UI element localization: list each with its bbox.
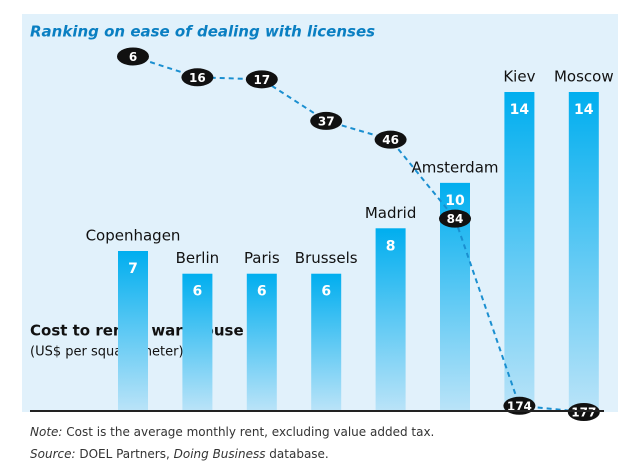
source-text: database. bbox=[265, 447, 329, 461]
category-label: Moscow bbox=[554, 68, 614, 86]
ranking-label: 16 bbox=[189, 71, 206, 85]
ranking-label: 84 bbox=[447, 212, 464, 226]
ranking-marker bbox=[310, 111, 343, 130]
note-label: Note: bbox=[30, 425, 63, 439]
ranking-label: 177 bbox=[571, 406, 596, 420]
bar bbox=[504, 92, 535, 410]
category-label: Brussels bbox=[295, 249, 358, 267]
bar bbox=[182, 273, 213, 410]
bar-value-label: 8 bbox=[386, 238, 396, 254]
ranking-marker bbox=[374, 130, 407, 149]
bar-value-label: 10 bbox=[445, 193, 465, 209]
source-text: DOEL Partners, bbox=[75, 447, 174, 461]
ranking-label: 17 bbox=[253, 73, 270, 87]
bar bbox=[311, 273, 342, 410]
ranking-line bbox=[132, 55, 584, 413]
bar-series-unit: (US$ per square meter) bbox=[30, 345, 184, 360]
ranking-label: 37 bbox=[318, 114, 335, 128]
ranking-marker bbox=[117, 47, 149, 66]
bar bbox=[568, 92, 599, 410]
source-text: Doing Business bbox=[173, 447, 266, 461]
ranking-marker bbox=[439, 209, 471, 228]
category-label: Copenhagen bbox=[86, 227, 181, 245]
ranking-marker bbox=[245, 70, 278, 89]
bar-value-label: 14 bbox=[574, 102, 594, 118]
bar bbox=[375, 228, 406, 410]
note-text: Cost is the average monthly rent, exclud… bbox=[62, 425, 435, 439]
chart-title: Ranking on ease of dealing with licenses bbox=[30, 23, 375, 41]
source: Source: DOEL Partners, Doing Business da… bbox=[30, 447, 329, 461]
ranking-marker bbox=[181, 68, 214, 87]
bar-value-label: 14 bbox=[510, 102, 530, 118]
category-label: Paris bbox=[244, 249, 280, 267]
bar-value-label: 6 bbox=[321, 284, 331, 300]
category-label: Amsterdam bbox=[411, 158, 498, 176]
bar bbox=[118, 251, 148, 410]
category-label: Berlin bbox=[176, 249, 220, 267]
source-label: Source: bbox=[30, 447, 76, 461]
ranking-label: 46 bbox=[382, 133, 399, 147]
category-label: Madrid bbox=[365, 204, 417, 222]
ranking-label: 174 bbox=[507, 399, 532, 413]
note: Note: Cost is the average monthly rent, … bbox=[30, 425, 434, 439]
category-label: Kiev bbox=[503, 68, 535, 86]
ranking-label: 6 bbox=[129, 50, 137, 64]
bar-value-label: 6 bbox=[193, 284, 203, 300]
bar-value-label: 7 bbox=[128, 261, 138, 277]
bar-value-label: 6 bbox=[257, 284, 267, 300]
bar bbox=[246, 273, 277, 410]
